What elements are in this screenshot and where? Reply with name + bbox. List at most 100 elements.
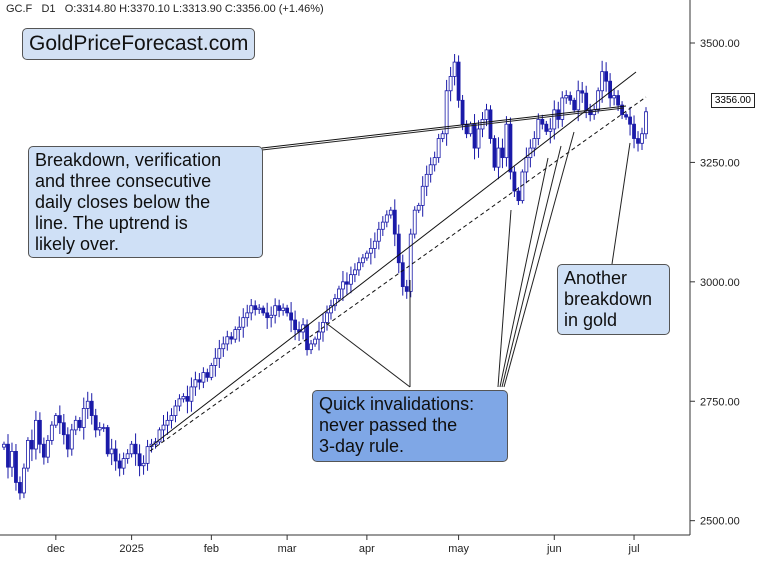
candle-body <box>269 314 274 319</box>
candle-body <box>472 123 477 149</box>
candle-body <box>185 396 190 402</box>
breakdown-line-2: and three consecutive <box>35 171 212 191</box>
candle-body <box>209 365 214 378</box>
candle-body <box>65 434 70 450</box>
candle-body <box>476 128 481 149</box>
candle-body <box>568 95 573 101</box>
candle-body <box>556 109 561 120</box>
candle-body <box>624 114 628 118</box>
candle-body <box>368 247 373 254</box>
candle-body <box>14 451 18 483</box>
candle-body <box>636 138 640 144</box>
candle-body <box>26 440 30 469</box>
candle-body <box>61 422 66 436</box>
quick-invalidations-note: Quick invalidations: never passed the 3-… <box>312 390 508 462</box>
candle-body <box>85 400 90 409</box>
candle-body <box>408 233 413 292</box>
candle-body <box>540 119 545 125</box>
candle-body <box>436 138 441 159</box>
x-tick-label: may <box>448 543 469 555</box>
candle-body <box>225 336 230 345</box>
brand-label: GoldPriceForecast.com <box>22 28 256 60</box>
breakdown-line-4: line. The uptrend is <box>35 213 188 233</box>
candle-body <box>333 298 337 307</box>
candle-body <box>353 269 357 276</box>
y-tick-label: 2500.00 <box>700 516 740 528</box>
candle-body <box>217 348 222 359</box>
candle-body <box>10 451 14 468</box>
candle-body <box>49 424 54 441</box>
candle-body <box>612 95 616 99</box>
candle-body <box>404 286 409 292</box>
candle-body <box>277 305 282 311</box>
candle-body <box>233 329 238 340</box>
candle-body <box>552 109 557 130</box>
candle-body <box>452 61 457 77</box>
candle-body <box>237 326 242 330</box>
candle-body <box>384 214 389 223</box>
candle-body <box>141 462 146 467</box>
candle-body <box>548 128 553 132</box>
candle-body <box>37 419 42 445</box>
candle-body <box>424 173 429 187</box>
quick-pointer-may-1 <box>497 209 512 388</box>
candle-body <box>285 307 290 314</box>
y-tick-label: 3500.00 <box>700 38 740 50</box>
candle-body <box>536 119 541 139</box>
breakdown-line-5: likely over. <box>35 234 120 254</box>
breakdown-line-3: daily closes below the <box>35 192 211 212</box>
dashed-uptrend-line <box>149 96 647 452</box>
candle-body <box>620 104 624 116</box>
candle-body <box>145 446 150 464</box>
candle-body <box>492 138 497 168</box>
candle-body <box>117 460 122 469</box>
candle-body <box>317 331 321 340</box>
y-tick-label: 3000.00 <box>700 277 740 289</box>
candle-body <box>105 427 110 455</box>
candle-body <box>229 336 234 340</box>
candle-body <box>572 99 577 111</box>
chart-header: GC.F D1 O:3314.80 H:3370.10 L:3313.90 C:… <box>6 3 324 15</box>
x-tick-label: dec <box>47 543 65 555</box>
breakdown-pointer <box>261 107 625 151</box>
symbol-label: GC.F <box>6 3 33 15</box>
another-breakdown-pointer <box>611 142 631 265</box>
candle-body <box>293 319 297 330</box>
candle-body <box>201 372 206 383</box>
candle-body <box>289 312 294 321</box>
x-tick-label: apr <box>359 543 375 555</box>
ohlc-readout: O:3314.80 H:3370.10 L:3313.90 C:3356.00 … <box>64 3 324 15</box>
candle-body <box>30 440 34 450</box>
candle-body <box>628 116 632 125</box>
x-tick-label: jun <box>546 543 562 555</box>
quick-line-3: 3-day rule. <box>319 436 405 456</box>
candle-body <box>564 95 569 99</box>
candle-body <box>41 443 46 458</box>
candle-body <box>261 307 266 314</box>
candle-body <box>325 312 329 323</box>
candle-body <box>632 123 636 139</box>
quick-line-1: Quick invalidations: <box>319 394 475 414</box>
candle-body <box>608 80 613 99</box>
candle-body <box>456 61 461 101</box>
candle-body <box>165 419 170 426</box>
candle-body <box>644 111 648 135</box>
candle-body <box>245 312 250 319</box>
trendlines <box>149 71 647 452</box>
quick-pointer-jun <box>503 131 575 388</box>
candle-body <box>109 448 114 455</box>
quick-line-2: never passed the <box>319 415 458 435</box>
candle-body <box>420 185 425 206</box>
candle-body <box>356 262 361 271</box>
candle-body <box>18 482 22 494</box>
candle-body <box>440 133 445 139</box>
candle-body <box>53 415 58 426</box>
candle-body <box>45 440 50 458</box>
candle-body <box>113 448 118 462</box>
candle-body <box>197 379 202 383</box>
another-line-2: breakdown <box>564 289 653 309</box>
candle-body <box>460 99 465 125</box>
candle-body <box>129 443 134 455</box>
